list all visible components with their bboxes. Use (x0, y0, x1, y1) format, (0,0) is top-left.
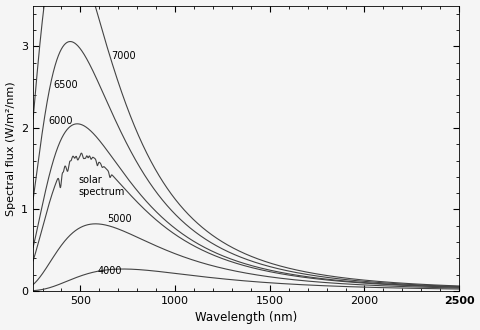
Text: 7000: 7000 (111, 51, 135, 61)
Text: 6000: 6000 (48, 116, 73, 126)
Text: solar
spectrum: solar spectrum (79, 175, 125, 197)
Text: 6500: 6500 (53, 81, 78, 90)
Text: 5000: 5000 (107, 214, 132, 224)
Y-axis label: Spectral flux (W/m²/nm): Spectral flux (W/m²/nm) (6, 81, 15, 215)
Text: 4000: 4000 (97, 266, 122, 276)
X-axis label: Wavelength (nm): Wavelength (nm) (195, 312, 297, 324)
